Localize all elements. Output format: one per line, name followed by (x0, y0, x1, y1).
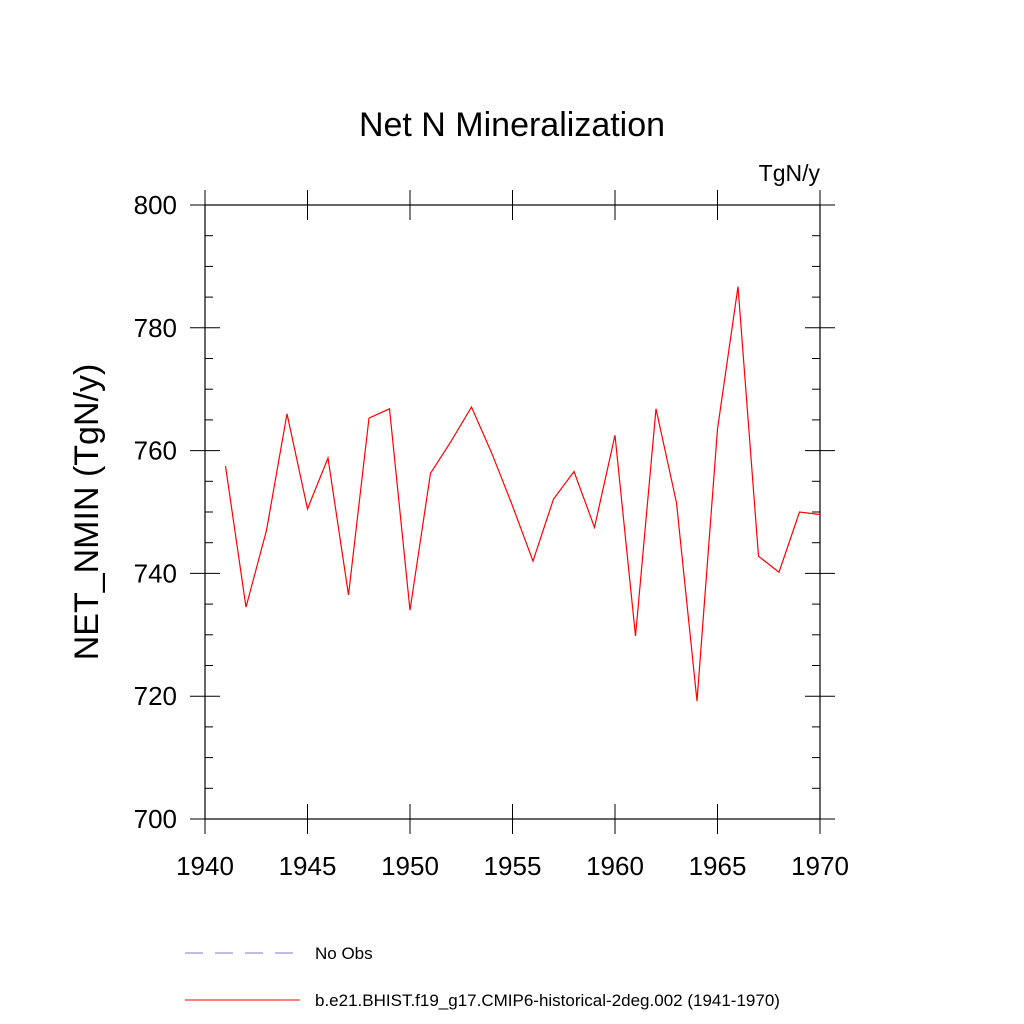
y-tick-label: 720 (134, 681, 177, 711)
x-tick-label: 1955 (484, 851, 542, 881)
legend-label-no-obs: No Obs (315, 944, 373, 963)
axis-ticks (190, 190, 835, 834)
y-axis-label: NET_NMIN (TgN/y) (68, 364, 106, 661)
y-tick-label: 740 (134, 558, 177, 588)
x-tick-label: 1940 (176, 851, 234, 881)
x-tick-label: 1960 (586, 851, 644, 881)
legend-label-model-run: b.e21.BHIST.f19_g17.CMIP6-historical-2de… (315, 991, 780, 1010)
y-tick-label: 800 (134, 190, 177, 220)
legend: No Obs b.e21.BHIST.f19_g17.CMIP6-histori… (185, 944, 780, 1010)
x-tick-label: 1945 (279, 851, 337, 881)
x-tick-label: 1965 (689, 851, 747, 881)
chart-title: Net N Mineralization (359, 106, 665, 144)
axis-tick-labels: 1940 1945 1950 1955 1960 1965 1970 700 720 740 760… (134, 190, 849, 881)
y-tick-label: 700 (134, 804, 177, 834)
y-tick-label: 780 (134, 313, 177, 343)
x-tick-label: 1950 (381, 851, 439, 881)
series-line (224, 286, 821, 702)
plot-frame (204, 204, 821, 820)
series-group (224, 286, 821, 702)
units-label: TgN/y (759, 160, 821, 186)
x-tick-label: 1970 (791, 851, 849, 881)
y-tick-label: 760 (134, 436, 177, 466)
